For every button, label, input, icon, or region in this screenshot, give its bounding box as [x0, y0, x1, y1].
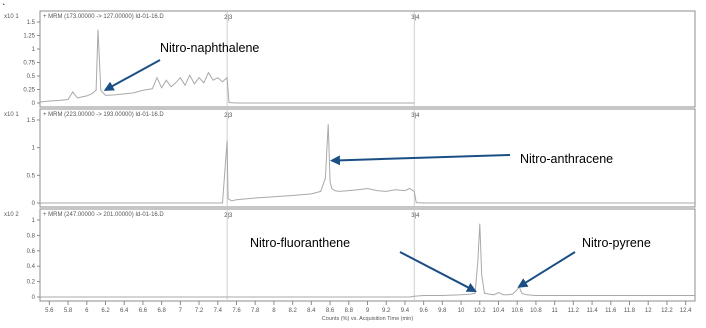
x-tick-label: 9.6: [419, 308, 428, 314]
x-tick-label: 7: [179, 308, 183, 314]
chromatogram-trace: [39, 29, 415, 104]
x-tick-label: 8.4: [307, 308, 316, 314]
x-tick-label: 6.6: [139, 308, 148, 314]
y-tick-label: 0: [32, 201, 36, 207]
segment-label: 3|4: [411, 15, 420, 21]
x-tick-label: 7.4: [214, 308, 223, 314]
compound-label: Nitro-pyrene: [582, 236, 651, 250]
compound-arrow: [399, 251, 477, 292]
y-tick-label: 1.5: [27, 118, 36, 124]
x-tick-label: 6.2: [101, 308, 110, 314]
y-tick-label: 0.8: [27, 233, 36, 239]
x-tick-label: 9.2: [382, 308, 391, 314]
segment-label: 2|3: [224, 213, 233, 219]
x-tick-label: 6.8: [157, 308, 166, 314]
x-tick-label: 10.4: [493, 308, 505, 314]
x-tick-label: 9: [366, 308, 370, 314]
chromatogram-panel-2: x10 1 + MRM (223.00000 -> 193.00000) Id-0…: [4, 108, 696, 208]
segment-label: 3|4: [411, 113, 420, 119]
x-tick-label: 10.2: [474, 308, 486, 314]
y-tick-label: 0.75: [23, 61, 35, 67]
chromatogram-trace: [40, 223, 695, 298]
x-tick-label: 10.8: [530, 308, 542, 314]
x-tick-label: 8.6: [326, 308, 335, 314]
x-tick-label: 8.2: [288, 308, 297, 314]
chromatogram-panel-1: x10 1 + MRM (173.00000 -> 127.00000) Id-0…: [4, 10, 696, 108]
y-tick-label: 1: [32, 218, 36, 224]
y-tick-label: 0.2: [27, 280, 36, 286]
x-tick-label: 9.4: [401, 308, 410, 314]
compound-arrow: [517, 251, 576, 288]
y-tick-label: 0: [32, 295, 36, 301]
exponent-label: x10 2: [4, 212, 19, 218]
y-tick-label: 0.6: [27, 249, 36, 255]
segment-label: 3|4: [411, 213, 420, 219]
y-tick-label: 1: [32, 146, 36, 152]
x-tick-label: 7.8: [251, 308, 260, 314]
x-tick-label: 12.4: [680, 308, 692, 314]
x-tick-label: 10: [458, 308, 465, 314]
panel-header: + MRM (223.00000 -> 193.00000) Id-01-16.…: [43, 112, 164, 118]
compound-arrow: [103, 59, 161, 91]
x-tick-label: 9.8: [438, 308, 447, 314]
y-tick-label: 0.25: [23, 88, 35, 94]
x-tick-label: 7.6: [232, 308, 241, 314]
compound-label: Nitro-fluoranthene: [250, 236, 350, 250]
segment-label: 2|3: [224, 113, 233, 119]
y-tick-label: 0.5: [27, 173, 36, 179]
chromatogram-panel-3: x10 2 + MRM (247.00000 -> 201.00000) Id-0…: [4, 208, 696, 302]
y-tick-label: 0.5: [27, 74, 36, 80]
segment-label: 2|3: [224, 15, 233, 21]
y-tick-label: 1.5: [27, 20, 36, 26]
y-tick-label: 1: [32, 47, 36, 53]
x-tick-label: 8: [272, 308, 276, 314]
x-tick-label: 7.2: [195, 308, 204, 314]
x-tick-label: 11.4: [586, 308, 598, 314]
exponent-label: x10 1: [4, 14, 19, 20]
x-tick-label: 11.2: [568, 308, 580, 314]
y-tick-label: 0.4: [27, 264, 36, 270]
compound-arrow: [329, 154, 511, 166]
corner-mark: .: [2, 0, 6, 8]
panel-frame: [39, 108, 696, 208]
x-axis-label: Counts (%) vs. Acquisition Time (min): [322, 316, 414, 322]
x-tick-label: 11.6: [605, 308, 617, 314]
exponent-label: x10 1: [4, 112, 19, 118]
y-tick-label: 1.25: [23, 34, 35, 40]
panel-frame: [39, 10, 696, 108]
x-tick-label: 5.8: [64, 308, 73, 314]
compound-label: Nitro-naphthalene: [160, 41, 259, 55]
x-tick-label: 5.6: [45, 308, 54, 314]
panel-frame: [39, 208, 696, 302]
x-tick-label: 12.2: [661, 308, 673, 314]
x-tick-label: 11: [552, 308, 559, 314]
chromatogram-trace: [40, 124, 695, 204]
x-tick-label: 10.6: [511, 308, 523, 314]
x-tick-label: 11.8: [624, 308, 636, 314]
panel-header: + MRM (247.00000 -> 201.00000) Id-01-16.…: [43, 212, 164, 218]
x-tick-label: 8.8: [345, 308, 354, 314]
y-tick-label: 0: [32, 101, 36, 107]
compound-label: Nitro-anthracene: [520, 152, 613, 166]
x-tick-label: 6: [85, 308, 89, 314]
panel-header: + MRM (173.00000 -> 127.00000) Id-01-16.…: [43, 14, 164, 20]
x-tick-label: 12: [645, 308, 652, 314]
x-tick-label: 6.4: [120, 308, 129, 314]
